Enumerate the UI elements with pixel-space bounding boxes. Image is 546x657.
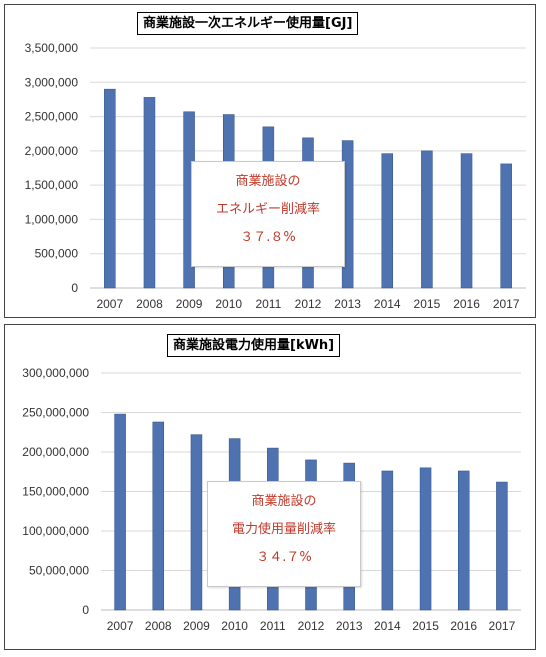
- y-tick-label: 200,000,000: [22, 445, 89, 459]
- x-tick-label: 2008: [136, 297, 163, 311]
- x-tick-label: 2007: [96, 297, 123, 311]
- y-tick-label: 500,000: [35, 247, 79, 261]
- y-tick-label: 1,000,000: [25, 212, 79, 226]
- callout-line-1: 商業施設の: [251, 494, 317, 509]
- bar: [460, 153, 473, 289]
- x-tick-label: 2013: [334, 297, 361, 311]
- y-tick-label: 50,000,000: [29, 564, 89, 578]
- energy-chart-title: 商業施設一次エネルギー使用量[GJ]: [137, 12, 359, 35]
- x-tick-label: 2010: [215, 297, 242, 311]
- x-tick-label: 2017: [489, 619, 516, 633]
- y-tick-label: 3,000,000: [25, 75, 79, 89]
- bar: [143, 97, 156, 289]
- y-tick-label: 250,000,000: [22, 406, 89, 420]
- y-tick-label: 3,500,000: [25, 41, 79, 55]
- bar: [114, 413, 126, 611]
- x-tick-label: 2012: [298, 619, 325, 633]
- bar: [190, 434, 203, 611]
- bar: [421, 150, 433, 289]
- y-tick-label: 150,000,000: [22, 485, 89, 499]
- y-tick-label: 300,000,000: [22, 366, 89, 380]
- y-tick-label: 2,500,000: [25, 110, 79, 124]
- callout-line-2: 電力使用量削減率: [231, 522, 336, 537]
- bar: [457, 470, 470, 611]
- bar: [496, 481, 508, 611]
- electricity-chart-panel: 0 50,000,000 100,000,000 150,000,000 200,000…: [4, 324, 536, 650]
- bar: [419, 467, 432, 611]
- x-tick-label: 2012: [295, 297, 322, 311]
- y-tick-label: 100,000,000: [22, 524, 89, 538]
- x-tick-label: 2014: [374, 619, 401, 633]
- x-tick-label: 2014: [374, 297, 401, 311]
- callout-line-1: 商業施設の: [235, 174, 301, 189]
- y-tick-label: 1,500,000: [25, 178, 79, 192]
- bar: [500, 163, 512, 289]
- electricity-reduction-callout: 商業施設の 電力使用量削減率 ３４.７%: [207, 481, 361, 587]
- x-tick-label: 2013: [336, 619, 363, 633]
- x-tick-label: 2017: [493, 297, 520, 311]
- electricity-chart-title: 商業施設電力使用量[kWh]: [167, 334, 341, 357]
- y-tick-label: 2,000,000: [25, 144, 79, 158]
- x-tick-label: 2015: [414, 297, 441, 311]
- callout-line-3: ３７.８%: [240, 230, 296, 245]
- y-tick-label: 0: [82, 603, 89, 617]
- x-tick-label: 2008: [145, 619, 172, 633]
- x-tick-label: 2009: [176, 297, 203, 311]
- x-tick-label: 2016: [450, 619, 477, 633]
- x-tick-label: 2011: [260, 619, 286, 633]
- bar: [381, 470, 394, 611]
- x-tick-label: 2016: [453, 297, 480, 311]
- x-tick-label: 2010: [221, 619, 248, 633]
- x-tick-label: 2009: [183, 619, 210, 633]
- bar: [152, 421, 165, 611]
- x-tick-label: 2011: [255, 297, 281, 311]
- bar: [381, 153, 394, 289]
- y-tick-label: 0: [71, 281, 78, 295]
- callout-line-3: ３４.７%: [256, 550, 312, 565]
- energy-chart-panel: 0 500,000 1,000,000 1,500,000 2,000,000 2,500…: [4, 4, 536, 318]
- x-tick-label: 2015: [412, 619, 439, 633]
- callout-line-2: エネルギー削減率: [215, 202, 320, 217]
- bar: [104, 88, 116, 289]
- energy-reduction-callout: 商業施設の エネルギー削減率 ３７.８%: [191, 161, 345, 267]
- x-tick-label: 2007: [107, 619, 134, 633]
